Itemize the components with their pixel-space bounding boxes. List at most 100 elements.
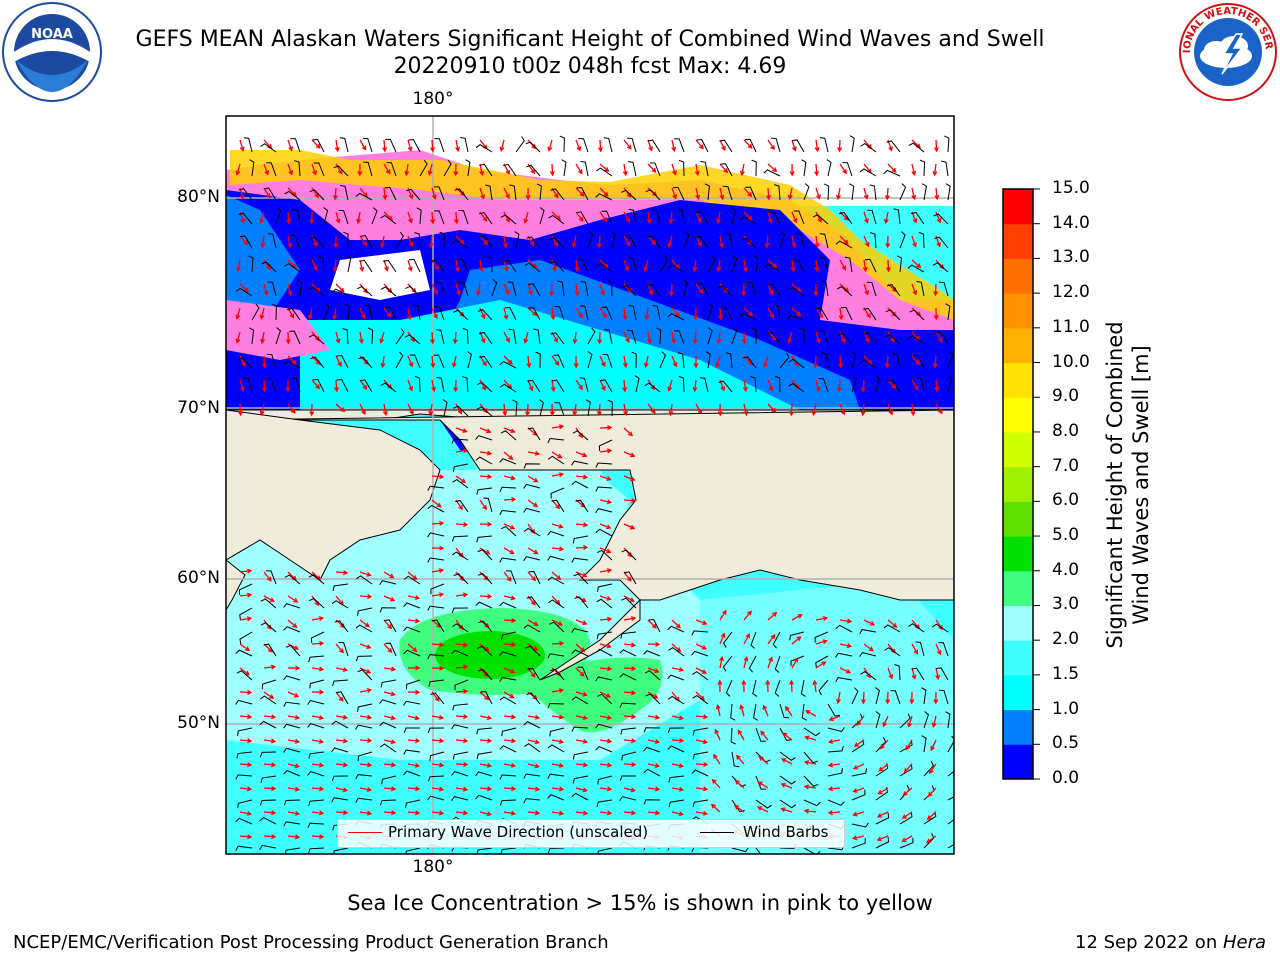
wind-barb	[827, 799, 845, 806]
wave-arrow	[263, 811, 276, 814]
wind-barb	[803, 799, 821, 807]
wind-barb	[500, 847, 517, 854]
wave-arrow-head	[409, 409, 414, 416]
wind-barb	[668, 799, 685, 808]
wind-barb	[526, 164, 541, 177]
wave-arrow-head	[627, 288, 633, 294]
colorbar-tick-label: 1.5	[1052, 663, 1080, 684]
wind-barb	[427, 504, 445, 513]
wind-barb	[312, 378, 325, 393]
wave-arrow-head	[719, 655, 724, 662]
wave-arrow-head	[510, 428, 516, 434]
wind-barb	[921, 735, 927, 753]
wind-barb	[414, 231, 421, 249]
wave-arrow-head	[295, 665, 301, 671]
wind-barb	[523, 773, 541, 779]
wind-barb	[923, 711, 930, 729]
wave-arrow-head	[582, 739, 589, 744]
wave-arrow	[854, 739, 865, 747]
wave-arrow-head	[366, 762, 373, 768]
wave-arrow-head	[933, 315, 939, 321]
wind-barb	[869, 184, 877, 201]
wave-arrow	[479, 139, 488, 150]
wave-arrow-head	[672, 170, 677, 176]
wind-barb	[921, 183, 927, 201]
wave-arrow-head	[811, 410, 817, 417]
wave-arrow	[239, 617, 251, 621]
wind-barb	[465, 159, 471, 177]
wave-arrow-head	[462, 428, 468, 433]
wave-arrow-head	[792, 218, 798, 224]
wind-barb	[603, 137, 613, 153]
wave-arrow-head	[797, 614, 803, 619]
wave-arrow	[359, 571, 371, 576]
wind-barb	[827, 745, 844, 753]
wave-arrow	[527, 811, 540, 814]
wind-barb	[427, 795, 445, 801]
wind-barb	[818, 679, 829, 696]
wind-barb	[788, 358, 805, 369]
wave-arrow	[551, 451, 562, 459]
wind-barb	[875, 812, 890, 825]
wave-arrow-head	[309, 411, 315, 417]
wave-arrow	[527, 787, 539, 791]
wave-arrow	[671, 331, 675, 343]
wind-barb	[820, 280, 829, 297]
wind-barb	[597, 693, 613, 705]
wave-arrow-head	[438, 568, 445, 574]
wave-arrow	[882, 715, 889, 727]
wave-arrow-head	[438, 762, 445, 768]
wave-arrow-head	[431, 194, 437, 200]
wave-arrow-head	[901, 837, 907, 843]
wind-barb	[620, 631, 637, 639]
wave-arrow	[743, 403, 748, 415]
wave-arrow-head	[415, 665, 421, 671]
wind-barb	[338, 209, 349, 225]
wave-arrow-head	[630, 476, 636, 482]
wave-arrow-head	[863, 194, 869, 200]
wind-barb	[835, 240, 853, 249]
wave-arrow-head	[868, 646, 874, 652]
colorbar-band	[1003, 327, 1033, 364]
wave-arrow-head	[822, 639, 828, 645]
wave-arrow-head	[363, 288, 368, 294]
wave-arrow-head	[901, 814, 907, 819]
wave-arrow-head	[558, 739, 565, 744]
wave-arrow	[455, 665, 467, 669]
wind-barb	[571, 792, 589, 801]
wind-barb	[549, 621, 565, 633]
wind-barb	[483, 497, 493, 513]
sea-ice-note: Sea Ice Concentration > 15% is shown in …	[347, 891, 933, 915]
wind-barb	[507, 281, 517, 297]
wind-barb	[357, 703, 373, 712]
wave-arrow-head	[534, 714, 541, 720]
wind-barb	[596, 631, 613, 640]
wave-arrow	[791, 614, 802, 621]
wave-arrow	[767, 612, 777, 621]
wind-barb	[527, 427, 541, 441]
wind-barb	[595, 193, 613, 201]
wave-arrow	[239, 811, 251, 815]
wind-barb	[779, 352, 790, 369]
wave-arrow-head	[818, 313, 823, 319]
wave-arrow-head	[294, 786, 301, 792]
wind-barb	[597, 775, 613, 785]
wave-arrow-head	[721, 145, 726, 152]
lat-label-80: 80°N	[177, 187, 220, 207]
wind-barb	[427, 557, 445, 563]
wind-legend-swatch	[700, 832, 734, 833]
wave-arrow-head	[366, 714, 373, 720]
wind-barb	[634, 375, 640, 393]
wind-barb	[416, 207, 422, 225]
wave-arrow-head	[532, 311, 538, 317]
wave-arrow-head	[787, 338, 792, 344]
production-date-text: 12 Sep 2022 on	[1075, 932, 1223, 953]
wave-arrow	[335, 787, 347, 792]
wave-arrow-head	[260, 242, 266, 249]
wind-barb	[292, 208, 301, 225]
wave-arrow-head	[606, 786, 613, 792]
wave-arrow-head	[796, 636, 802, 641]
wave-arrow	[935, 643, 941, 655]
wind-barb	[911, 211, 925, 225]
wave-arrow-head	[285, 387, 291, 393]
